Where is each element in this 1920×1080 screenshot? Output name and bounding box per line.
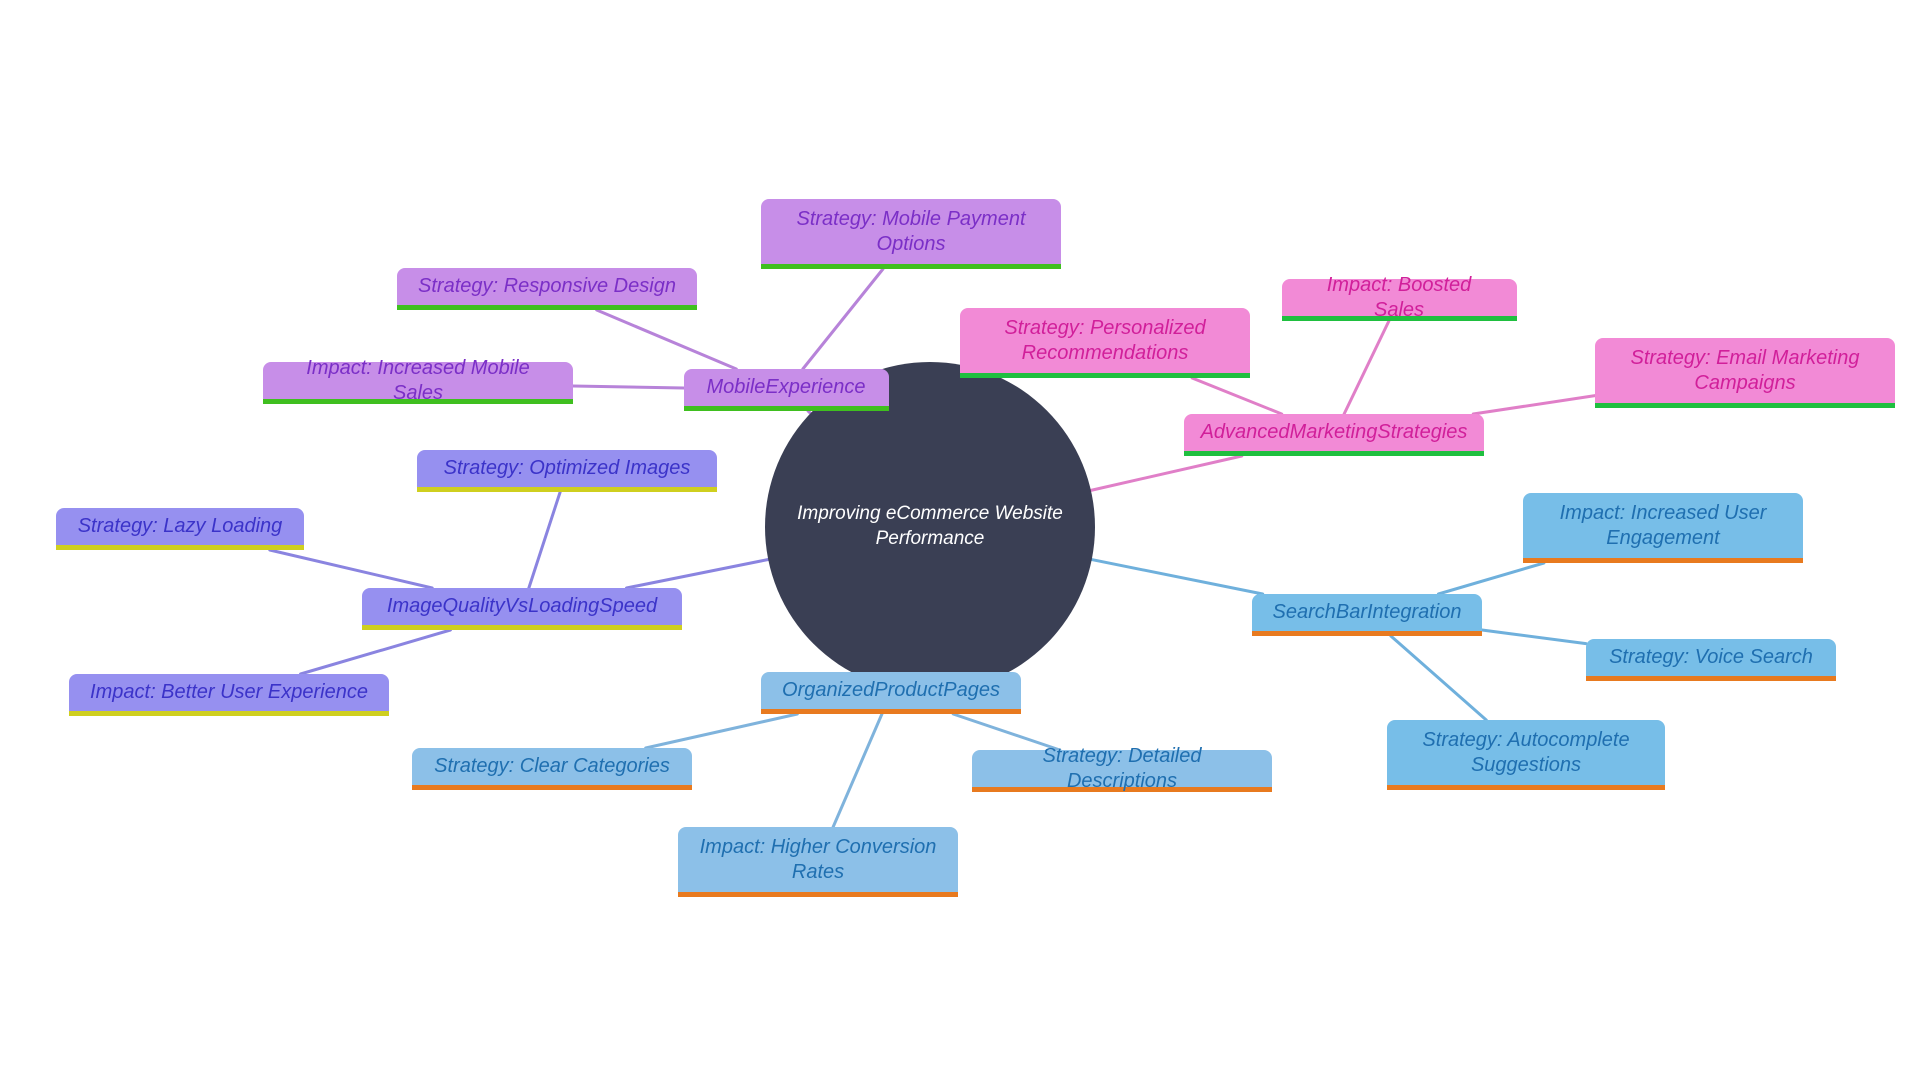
node-purple-hub: MobileExperience: [684, 369, 889, 411]
node-label: Strategy: Voice Search: [1609, 645, 1813, 670]
node-label: Impact: Higher Conversion Rates: [696, 835, 940, 885]
node-label: Impact: Increased User Engagement: [1541, 501, 1785, 551]
node-label: Strategy: Responsive Design: [418, 274, 676, 299]
node-violet-leaf-2: Impact: Better User Experience: [69, 674, 389, 716]
node-pink-hub: AdvancedMarketingStrategies: [1184, 414, 1484, 456]
node-pink-leaf-0: Strategy: Personalized Recommendations: [960, 308, 1250, 378]
center-label: Improving eCommerce Website Performance: [785, 502, 1075, 551]
node-blueA-leaf-0: Strategy: Clear Categories: [412, 748, 692, 790]
node-violet-hub: ImageQualityVsLoadingSpeed: [362, 588, 682, 630]
node-blueA-hub: OrganizedProductPages: [761, 672, 1021, 714]
node-purple-leaf-0: Strategy: Mobile Payment Options: [761, 199, 1061, 269]
node-blueA-leaf-2: Strategy: Detailed Descriptions: [972, 750, 1272, 792]
node-label: Impact: Boosted Sales: [1300, 273, 1499, 323]
node-label: ImageQualityVsLoadingSpeed: [387, 594, 657, 619]
node-label: Strategy: Personalized Recommendations: [978, 316, 1232, 366]
node-label: Strategy: Clear Categories: [434, 754, 670, 779]
node-label: Impact: Better User Experience: [90, 680, 368, 705]
node-violet-leaf-0: Strategy: Optimized Images: [417, 450, 717, 492]
node-blueB-hub: SearchBarIntegration: [1252, 594, 1482, 636]
node-purple-leaf-2: Impact: Increased Mobile Sales: [263, 362, 573, 404]
center-node: Improving eCommerce Website Performance: [765, 362, 1095, 692]
node-label: Strategy: Mobile Payment Options: [779, 207, 1043, 257]
node-label: Strategy: Lazy Loading: [78, 514, 283, 539]
node-label: Strategy: Email Marketing Campaigns: [1613, 346, 1877, 396]
node-label: Impact: Increased Mobile Sales: [281, 356, 555, 406]
node-label: AdvancedMarketingStrategies: [1201, 420, 1468, 445]
mindmap-canvas: Improving eCommerce Website Performance …: [0, 0, 1920, 1080]
node-blueB-leaf-2: Strategy: Autocomplete Suggestions: [1387, 720, 1665, 790]
node-label: OrganizedProductPages: [782, 678, 1000, 703]
node-label: MobileExperience: [707, 375, 866, 400]
node-blueB-leaf-0: Impact: Increased User Engagement: [1523, 493, 1803, 563]
node-label: Strategy: Autocomplete Suggestions: [1405, 728, 1647, 778]
node-label: Strategy: Optimized Images: [444, 456, 691, 481]
node-pink-leaf-2: Strategy: Email Marketing Campaigns: [1595, 338, 1895, 408]
node-blueA-leaf-1: Impact: Higher Conversion Rates: [678, 827, 958, 897]
node-violet-leaf-1: Strategy: Lazy Loading: [56, 508, 304, 550]
node-label: SearchBarIntegration: [1272, 600, 1461, 625]
node-purple-leaf-1: Strategy: Responsive Design: [397, 268, 697, 310]
node-pink-leaf-1: Impact: Boosted Sales: [1282, 279, 1517, 321]
node-blueB-leaf-1: Strategy: Voice Search: [1586, 639, 1836, 681]
node-label: Strategy: Detailed Descriptions: [990, 744, 1254, 794]
